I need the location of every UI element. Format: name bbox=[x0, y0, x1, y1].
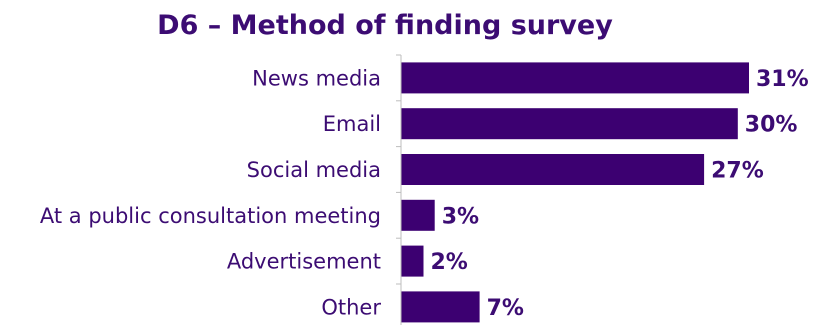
value-label-5: 7% bbox=[487, 296, 524, 321]
category-label-3: At a public consultation meeting bbox=[40, 204, 381, 228]
chart-title: D6 – Method of finding survey bbox=[157, 10, 613, 41]
value-label-3: 3% bbox=[442, 204, 479, 229]
bar-5 bbox=[401, 291, 480, 323]
value-label-4: 2% bbox=[431, 250, 468, 275]
bar-1 bbox=[401, 108, 738, 140]
bar-3 bbox=[401, 199, 435, 231]
category-label-4: Advertisement bbox=[227, 250, 381, 274]
value-label-2: 27% bbox=[711, 159, 764, 184]
bar-2 bbox=[401, 154, 705, 185]
value-label-1: 30% bbox=[745, 113, 798, 138]
category-label-1: Email bbox=[323, 112, 381, 136]
value-label-0: 31% bbox=[756, 67, 809, 92]
category-label-0: News media bbox=[252, 66, 381, 90]
category-label-2: Social media bbox=[247, 158, 381, 182]
category-label-5: Other bbox=[321, 295, 381, 319]
bar-4 bbox=[401, 245, 424, 277]
bar-0 bbox=[401, 62, 749, 94]
